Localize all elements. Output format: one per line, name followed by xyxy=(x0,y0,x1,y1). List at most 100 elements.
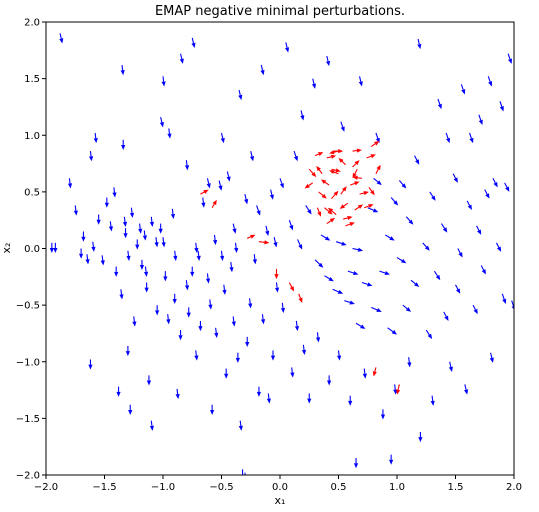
blue-arrow xyxy=(294,320,300,332)
blue-arrow xyxy=(178,330,183,341)
blue-arrow xyxy=(393,384,398,395)
blue-arrow xyxy=(170,208,176,220)
red-arrow xyxy=(340,186,347,195)
blue-arrow xyxy=(125,345,130,357)
blue-arrow xyxy=(300,110,305,121)
blue-arrow xyxy=(235,352,240,363)
blue-arrow xyxy=(194,242,199,254)
blue-arrow xyxy=(492,178,498,188)
blue-arrow xyxy=(122,216,128,227)
blue-arrow xyxy=(371,306,382,312)
blue-arrow xyxy=(460,84,466,95)
blue-arrow xyxy=(499,101,504,112)
blue-arrow xyxy=(205,273,211,284)
blue-arrow xyxy=(167,128,172,139)
blue-arrow xyxy=(249,150,255,162)
blue-arrow xyxy=(59,33,64,44)
blue-arrow xyxy=(443,311,449,321)
blue-arrow xyxy=(232,223,237,234)
blue-arrow xyxy=(226,171,231,182)
blue-arrow xyxy=(67,178,73,189)
blue-arrow xyxy=(212,234,218,246)
red-arrow xyxy=(329,150,339,155)
red-arrow xyxy=(338,157,346,166)
blue-arrow xyxy=(161,237,166,248)
red-arrow xyxy=(396,384,401,395)
blue-arrow xyxy=(362,368,367,379)
y-axis: −2.0 −1.5 −1.0 −0.5 0.0 0.5 1.0 1.5 2.0 xyxy=(16,18,46,482)
blue-arrow xyxy=(478,114,483,126)
blue-arrow xyxy=(88,151,94,162)
blue-arrow xyxy=(175,388,180,400)
blue-arrow xyxy=(472,304,478,315)
blue-arrow xyxy=(146,375,152,386)
x-tick-label: −1.0 xyxy=(151,482,175,493)
blue-arrow xyxy=(163,271,168,282)
blue-arrow xyxy=(159,117,164,128)
blue-arrow xyxy=(81,231,86,242)
y-tick-label: −0.5 xyxy=(16,301,40,312)
blue-arrow xyxy=(96,214,101,225)
plot-frame xyxy=(45,21,515,476)
blue-arrow xyxy=(135,239,140,250)
blue-arrow xyxy=(120,64,125,76)
blue-arrow xyxy=(116,386,121,397)
x-tick-label: 1.0 xyxy=(389,482,405,493)
blue-arrow xyxy=(206,178,211,189)
blue-arrow xyxy=(108,221,114,232)
blue-arrow xyxy=(139,259,145,271)
x-tick-label: −0.5 xyxy=(209,482,233,493)
y-tick-label: 1.5 xyxy=(24,74,40,85)
blue-arrow xyxy=(495,242,502,252)
blue-arrow xyxy=(332,288,344,294)
blue-arrow xyxy=(390,197,399,206)
blue-arrow xyxy=(464,384,469,395)
blue-arrow xyxy=(422,242,430,251)
blue-arrow xyxy=(501,293,507,304)
red-arrow xyxy=(370,140,380,148)
blue-arrow xyxy=(112,187,117,198)
blue-arrow xyxy=(248,298,253,309)
blue-arrow xyxy=(161,76,166,87)
blue-arrow xyxy=(280,302,286,314)
blue-arrow xyxy=(448,361,453,372)
blue-arrow xyxy=(380,409,386,420)
blue-arrow xyxy=(337,350,342,361)
blue-arrow xyxy=(440,223,448,233)
blue-arrow xyxy=(417,38,422,50)
blue-arrow xyxy=(149,420,154,431)
blue-arrow xyxy=(114,266,119,277)
blue-arrow xyxy=(93,132,98,144)
blue-arrow xyxy=(260,64,265,76)
blue-arrow xyxy=(201,197,206,208)
blue-arrow xyxy=(154,237,159,248)
red-arrow xyxy=(247,234,256,239)
blue-arrow xyxy=(275,282,280,293)
blue-arrow xyxy=(353,458,359,469)
blue-arrow xyxy=(126,250,131,261)
red-arrow xyxy=(326,154,337,159)
blue-arrow xyxy=(88,359,93,370)
x-axis: −2.0 −1.5 −1.0 −0.5 0.0 0.5 1.0 1.5 2.0 xyxy=(34,475,522,493)
blue-arrow xyxy=(402,304,412,312)
blue-arrow xyxy=(79,248,84,259)
blue-arrow xyxy=(293,150,298,162)
blue-arrow xyxy=(144,282,149,293)
chart-title: EMAP negative minimal perturbations. xyxy=(155,4,405,19)
x-tick-label: 0.5 xyxy=(331,482,347,493)
blue-arrow xyxy=(373,177,382,186)
blue-arrow xyxy=(367,207,379,213)
blue-arrow xyxy=(425,329,433,340)
blue-arrow xyxy=(143,266,149,277)
blue-arrow xyxy=(379,270,390,276)
blue-arrow xyxy=(184,280,190,291)
red-arrow xyxy=(200,189,209,195)
blue-arrow xyxy=(484,189,490,199)
blue-arrow xyxy=(252,254,257,265)
red-arrow xyxy=(288,282,295,292)
red-arrow xyxy=(359,191,369,196)
y-tick-label: 0.5 xyxy=(24,187,40,198)
blue-arrow xyxy=(489,352,494,363)
red-arrow xyxy=(324,207,333,215)
